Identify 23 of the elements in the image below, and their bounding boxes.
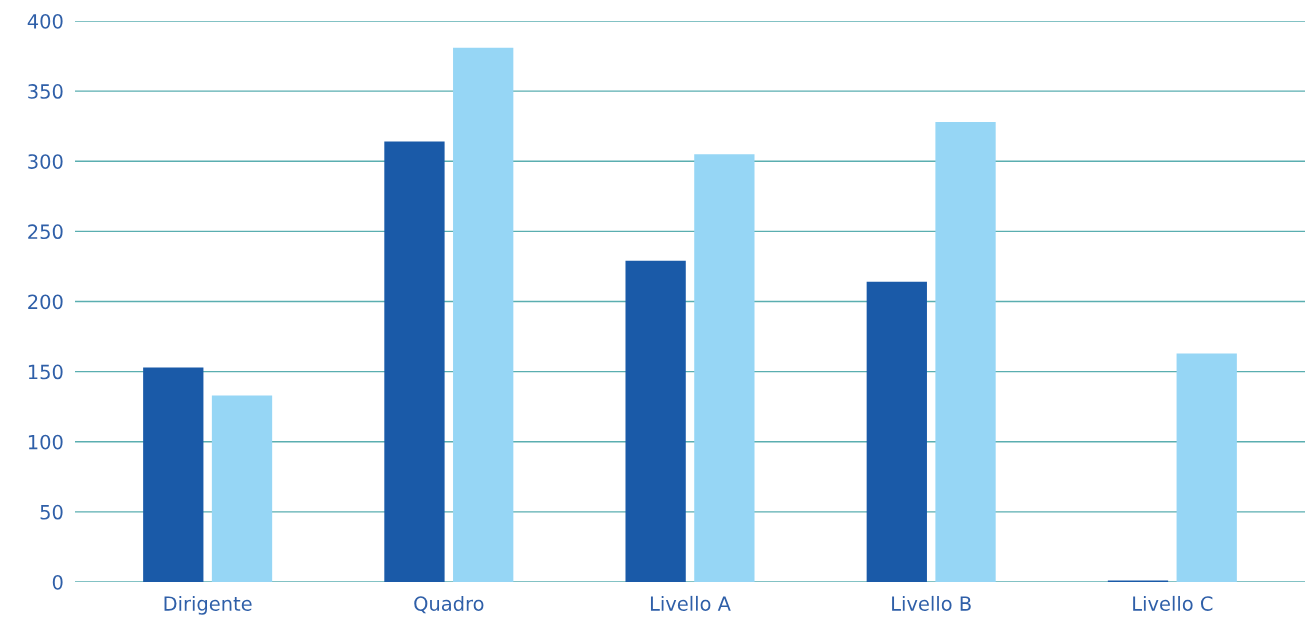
x-tick-label: Quadro <box>414 595 484 614</box>
y-tick-label: 0 <box>52 574 63 590</box>
y-tick-label: 150 <box>28 364 63 380</box>
bar <box>694 154 755 582</box>
x-tick-label: Livello B <box>892 595 971 611</box>
bar <box>143 367 204 582</box>
y-tick-label: 400 <box>27 13 63 29</box>
bar <box>935 121 996 582</box>
y-tick-label: 350 <box>28 84 63 99</box>
bar <box>453 47 514 582</box>
y-tick-label: 50 <box>40 504 63 520</box>
y-tick-label: 250 <box>28 224 63 240</box>
bar <box>866 281 927 582</box>
x-tick-label: Livello A <box>650 595 731 611</box>
x-tick-label: Livello C <box>1133 595 1213 611</box>
bar <box>1176 353 1237 582</box>
y-tick-label: 300 <box>28 154 63 169</box>
bar <box>384 141 445 582</box>
y-tick-label: 200 <box>28 294 63 310</box>
x-tick-label: Dirigente <box>164 595 252 615</box>
y-tick-label: 100 <box>28 434 63 450</box>
bar <box>625 260 686 582</box>
bar <box>211 395 273 582</box>
